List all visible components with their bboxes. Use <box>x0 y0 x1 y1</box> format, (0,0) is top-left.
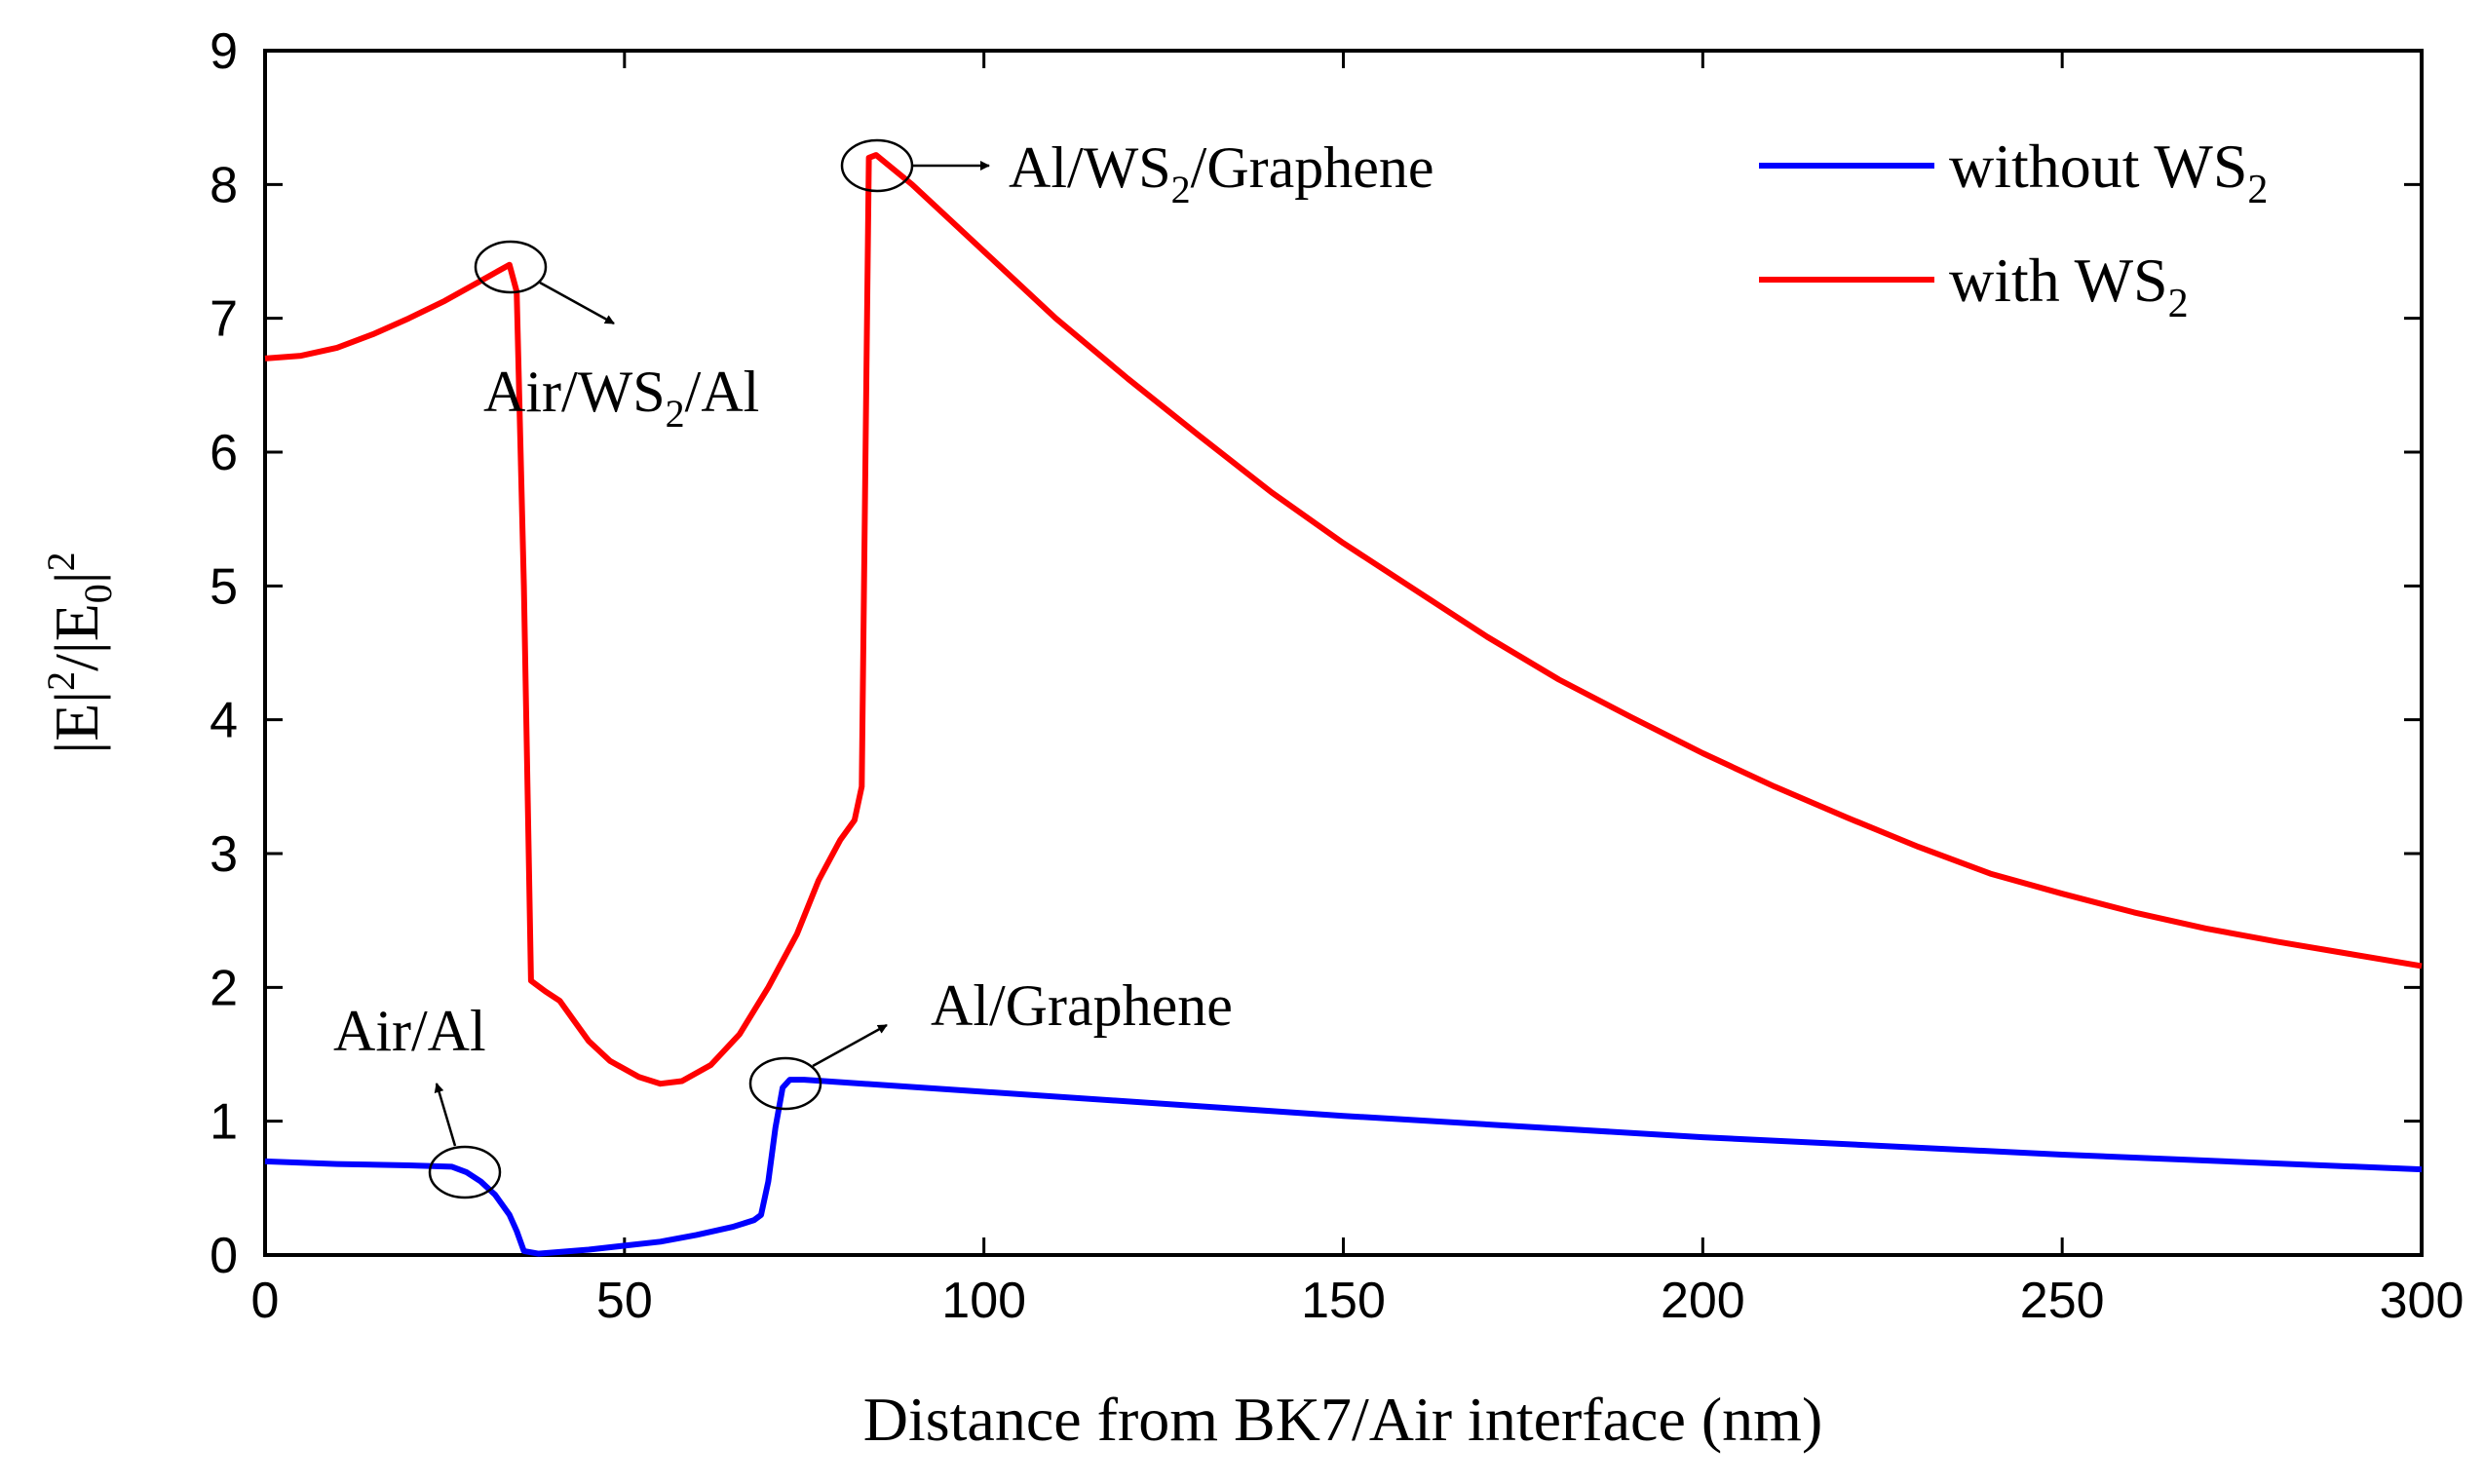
legend-label-without-ws2: without WS2 <box>1949 132 2268 212</box>
annotation-air-ws2-al: Air/WS2/Al <box>474 240 759 436</box>
x-tick-label-0: 0 <box>251 1273 280 1329</box>
legend-label-with-ws2: with WS2 <box>1949 246 2189 326</box>
x-tick-label-150: 150 <box>1301 1273 1386 1329</box>
annotation-label-air-al: Air/Al <box>333 999 486 1063</box>
annotation-air-al: Air/Al <box>333 999 502 1199</box>
x-tick-label-100: 100 <box>941 1273 1026 1329</box>
series-line-with-ws2 <box>264 152 2423 1087</box>
series-layer <box>264 152 2423 1257</box>
x-tick-label-200: 200 <box>1661 1273 1745 1329</box>
annotation-label-air-ws2-al: Air/WS2/Al <box>483 360 759 436</box>
annotation-al-ws2-graphene: Al/WS2/Graphene <box>840 135 1434 211</box>
plot-frame <box>263 49 2424 1257</box>
annotation-label-al-ws2-graphene: Al/WS2/Graphene <box>1009 135 1434 211</box>
annotation-circle-al-graphene <box>748 1056 822 1111</box>
annotation-arrow-air-ws2-al <box>539 281 615 325</box>
y-tick-label-7: 7 <box>210 291 238 348</box>
annotation-circle-al-ws2-graphene <box>840 138 914 193</box>
x-tick-label-50: 50 <box>596 1273 653 1329</box>
annotation-circle-air-ws2-al <box>474 240 548 294</box>
y-tick-label-2: 2 <box>210 960 238 1016</box>
y-tick-label-6: 6 <box>210 425 238 481</box>
y-tick-label-0: 0 <box>210 1228 238 1284</box>
y-tick-label-9: 9 <box>210 23 238 80</box>
x-tick-label-300: 300 <box>2380 1273 2465 1329</box>
y-tick-label-8: 8 <box>210 157 238 213</box>
y-tick-label-1: 1 <box>210 1094 238 1151</box>
y-tick-label-3: 3 <box>210 826 238 883</box>
annotation-al-graphene: Al/Graphene <box>748 973 1233 1111</box>
y-tick-label-5: 5 <box>210 558 238 615</box>
ticks-layer: 0 50 100 150 200 250 300 0 1 2 3 4 5 6 7 8 9 <box>210 23 2464 1329</box>
annotation-arrow-al-graphene <box>812 1023 888 1068</box>
y-tick-label-4: 4 <box>210 693 238 749</box>
x-tick-label-250: 250 <box>2020 1273 2105 1329</box>
legend: without WS2 with WS2 <box>1759 132 2268 326</box>
x-axis-title: Distance from BK7/Air interface (nm) <box>863 1385 1823 1454</box>
annotation-arrow-air-al <box>434 1083 457 1147</box>
y-axis-title: |E|2/|E0|2 <box>39 552 120 753</box>
annotation-label-al-graphene: Al/Graphene <box>931 973 1233 1038</box>
annotation-circle-air-al <box>428 1145 502 1199</box>
series-line-without-ws2 <box>264 1077 2423 1257</box>
